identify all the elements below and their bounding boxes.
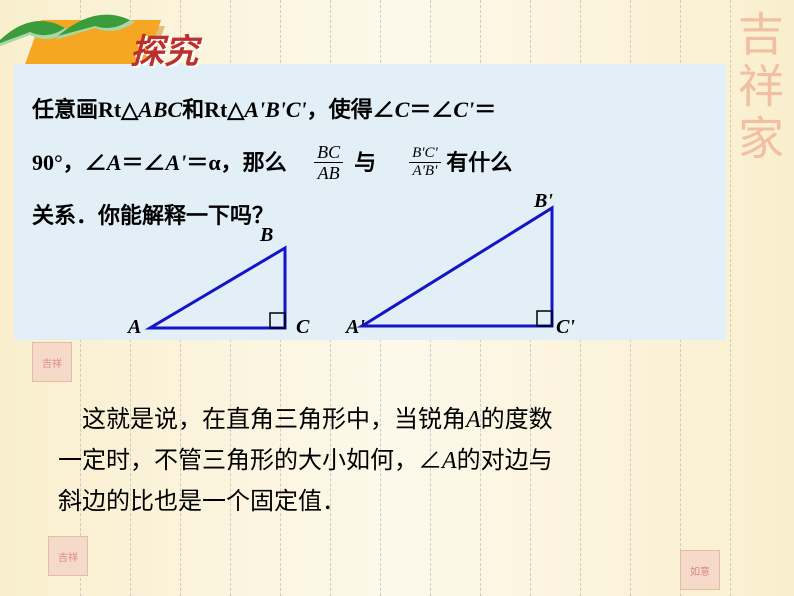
swirl-decoration-1 bbox=[0, 0, 140, 60]
triangle-abcp bbox=[352, 198, 572, 338]
page-title: 探究 bbox=[130, 24, 198, 73]
t: 这就是说，在直角三角形中，当锐角 bbox=[82, 407, 466, 433]
t: ＝∠ bbox=[409, 97, 453, 122]
label-Cp: C' bbox=[556, 316, 575, 339]
t: A bbox=[442, 448, 457, 474]
t: 的度数 bbox=[481, 407, 553, 433]
t: ，使得∠ bbox=[307, 97, 395, 122]
t: ABC bbox=[138, 97, 182, 122]
t: 斜边的比也是一个固定值． bbox=[58, 489, 346, 515]
label-A: A bbox=[128, 316, 141, 339]
t: C' bbox=[453, 97, 474, 122]
t: 90°，∠ bbox=[32, 150, 107, 175]
frac-den: AB bbox=[314, 163, 343, 182]
t: A'B'C' bbox=[244, 97, 306, 122]
t: A bbox=[466, 407, 481, 433]
t: 的对边与 bbox=[457, 448, 553, 474]
label-Bp: B' bbox=[534, 190, 553, 213]
label-B: B bbox=[260, 224, 273, 247]
t: 一定时，不管三角形的大小如何，∠ bbox=[58, 448, 442, 474]
t: 关系．你能解释一下吗？ bbox=[32, 203, 274, 228]
frac-num: BC bbox=[314, 143, 343, 163]
label-C: C bbox=[296, 316, 309, 339]
triangle-abc bbox=[140, 238, 300, 338]
frac-num: B'C' bbox=[409, 146, 441, 163]
seal-stamp-3: 如意 bbox=[680, 550, 720, 590]
fraction-bc-ab: BC AB bbox=[314, 143, 343, 182]
t: 有什么 bbox=[446, 150, 512, 175]
t: ＝α，那么 bbox=[186, 150, 286, 175]
conclusion-text: 这就是说，在直角三角形中，当锐角A的度数 一定时，不管三角形的大小如何，∠A的对… bbox=[58, 400, 698, 522]
seal-stamp-1: 吉祥 bbox=[32, 342, 72, 382]
t: 任意画Rt△ bbox=[32, 97, 138, 122]
frac-den: A'B' bbox=[409, 163, 441, 179]
t: C bbox=[395, 97, 410, 122]
t: ＝∠ bbox=[122, 150, 166, 175]
t: ＝ bbox=[474, 97, 496, 122]
fraction-bcp-abp: B'C' A'B' bbox=[409, 146, 441, 179]
t: 和Rt△ bbox=[182, 97, 244, 122]
t: A bbox=[107, 150, 122, 175]
hanzi-decoration: 吉祥家 bbox=[724, 10, 790, 166]
t: A' bbox=[166, 150, 187, 175]
t: 与 bbox=[354, 150, 376, 175]
label-Ap: A' bbox=[346, 316, 365, 339]
seal-stamp-2: 吉祥 bbox=[48, 536, 88, 576]
